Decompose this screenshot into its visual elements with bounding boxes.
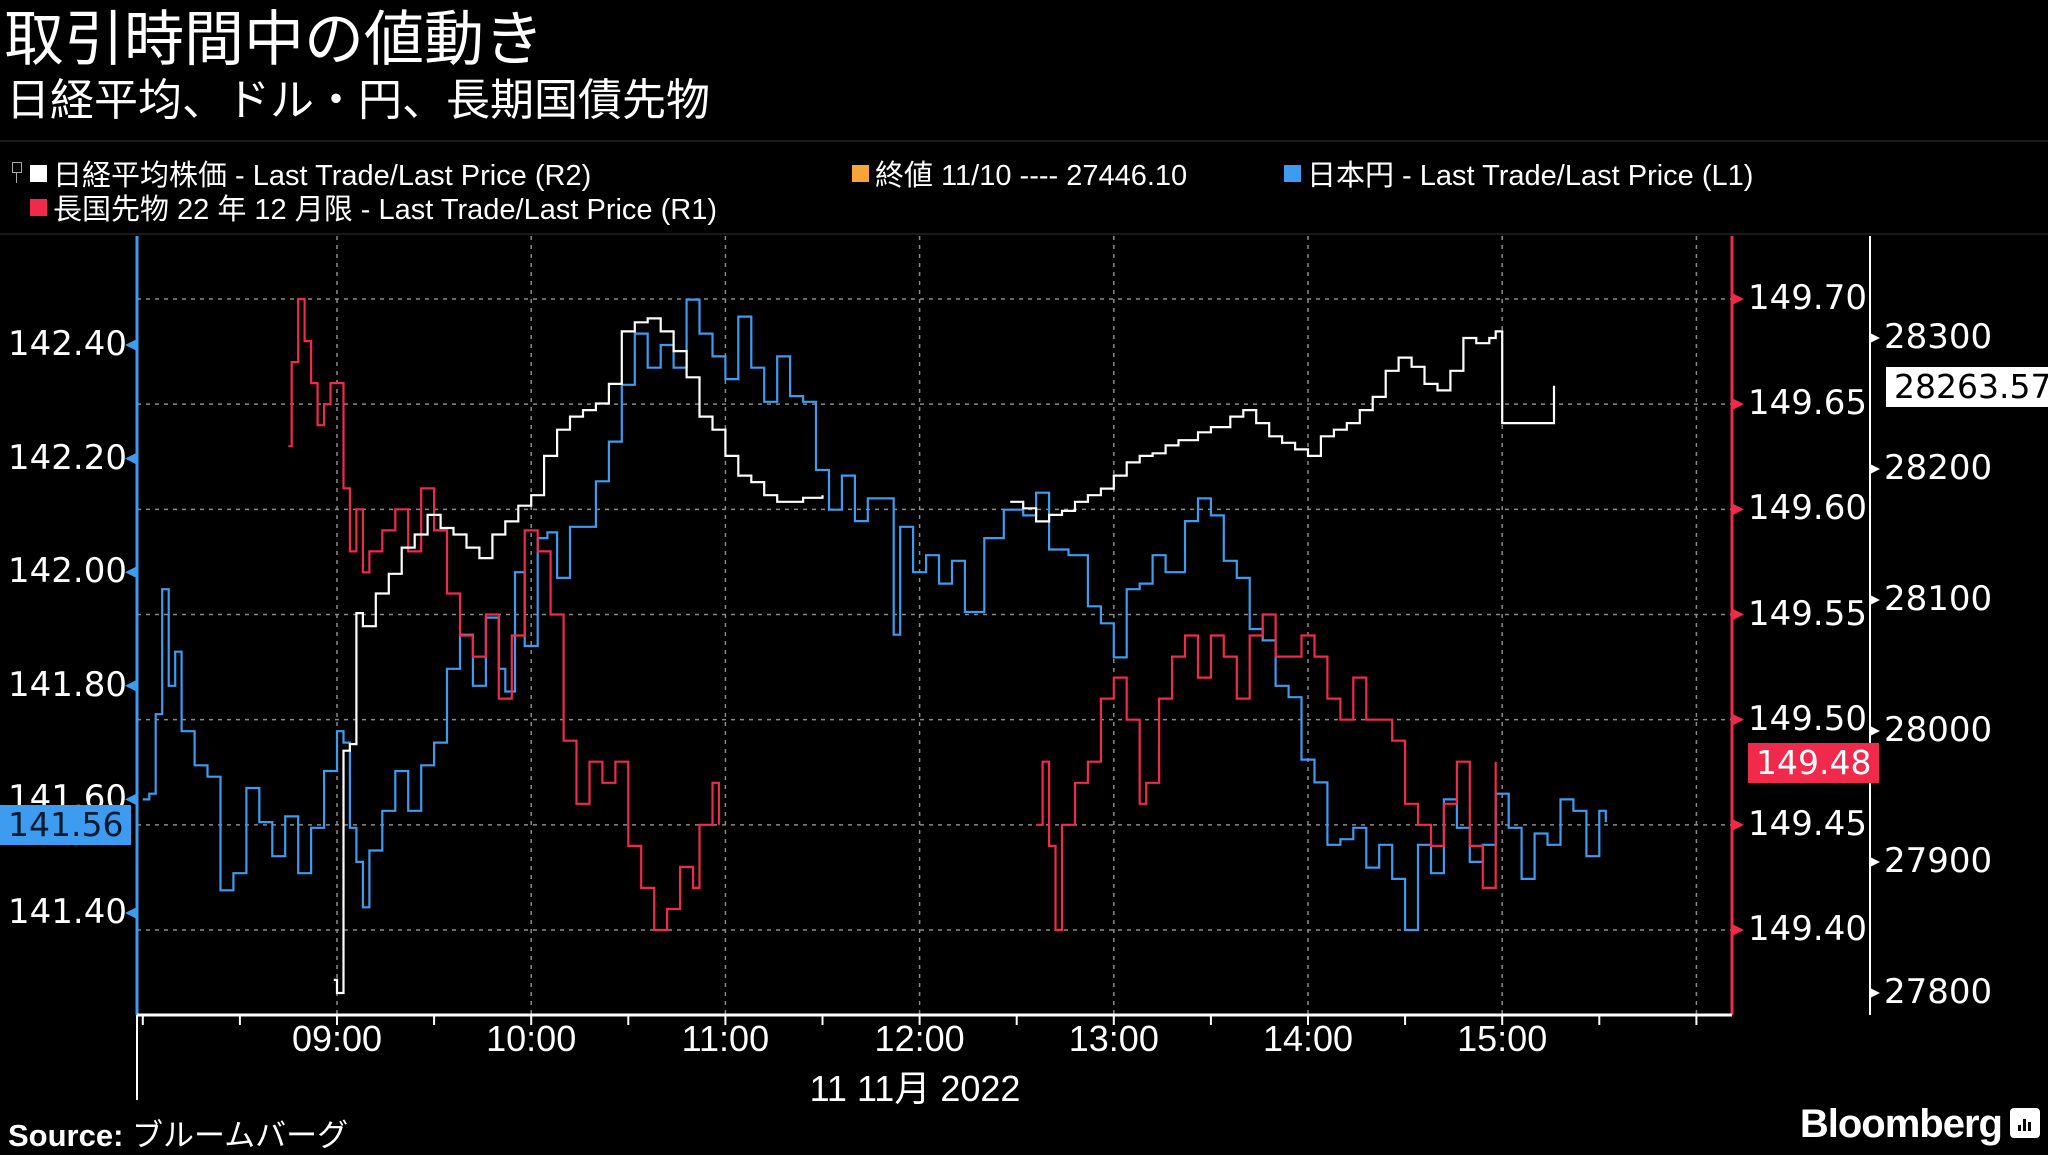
legend-swatch-red — [30, 198, 47, 216]
x-axis-date-label: 11 11月 2022 — [809, 1068, 1021, 1109]
legend: 日経平均株価 - Last Trade/Last Price (R2) 終値 1… — [0, 150, 2048, 230]
bloomberg-logo: Bloomberg — [1799, 1102, 2003, 1146]
y-tick-label-l1: 142.40 — [8, 324, 127, 364]
jgb-last-value-tag: 149.48 — [1748, 743, 1880, 783]
legend-item-usdjpy: 日本円 - Last Trade/Last Price (L1) — [1284, 152, 1753, 194]
y-tick-label-r1: 149.70 — [1748, 278, 1867, 318]
y-tick-label-r2: 27900 — [1884, 841, 1993, 881]
legend-item-prev-close: 終値 11/10 ---- 27446.10 — [852, 152, 1187, 194]
legend-swatch-blue — [1284, 164, 1301, 182]
x-tick-label: 15:00 — [1457, 1018, 1548, 1059]
source-value: ブルームバーグ — [132, 1118, 349, 1153]
x-tick-label: 13:00 — [1068, 1018, 1159, 1059]
x-tick-label: 10:00 — [486, 1018, 577, 1059]
y-tick-label-l1: 142.20 — [8, 437, 127, 478]
y-tick-label-r1: 149.50 — [1748, 698, 1867, 739]
y-tick-label-l1: 141.80 — [8, 664, 127, 705]
y-tick-label-r2: 27800 — [1884, 972, 1993, 1012]
y-tick-label-r2: 28100 — [1884, 579, 1993, 619]
chart-subtitle: 日経平均、ドル・円、長期国債先物 — [6, 75, 710, 126]
x-tick-label: 09:00 — [291, 1018, 383, 1059]
y-tick-label-l1: 142.00 — [8, 551, 127, 592]
nikkei-last-value-tag: 28263.57 — [1886, 367, 2048, 407]
y-tick-label-r1: 149.45 — [1748, 803, 1867, 844]
header-divider — [0, 140, 2048, 142]
source-label: Source: — [8, 1118, 124, 1153]
legend-swatch-white — [30, 164, 47, 182]
bloomberg-chart-icon — [2010, 1108, 2040, 1138]
legend-label: 日経平均株価 - Last Trade/Last Price (R2) — [53, 160, 592, 192]
chart-title: 取引時間中の値動き — [4, 5, 544, 75]
y-tick-label-l1: 141.40 — [8, 892, 127, 932]
y-tick-label-r1: 149.55 — [1748, 593, 1867, 634]
usdjpy-last-value-tag: 141.56 — [0, 805, 132, 845]
legend-label: 日本円 - Last Trade/Last Price (L1) — [1307, 160, 1754, 192]
x-tick-label: 11:00 — [681, 1018, 770, 1059]
legend-swatch-orange — [852, 164, 869, 182]
y-tick-label-r1: 149.40 — [1748, 909, 1867, 949]
y-tick-label-r2: 28200 — [1884, 448, 1993, 488]
y-tick-label-r1: 149.65 — [1748, 383, 1867, 424]
y-tick-label-r2: 28000 — [1884, 710, 1993, 750]
y-tick-label-r2: 28300 — [1884, 317, 1993, 357]
legend-divider — [0, 233, 2048, 235]
legend-item-jgb: 長国先物 22 年 12 月限 - Last Trade/Last Price … — [30, 186, 717, 228]
legend-item-nikkei: 日経平均株価 - Last Trade/Last Price (R2) — [30, 152, 591, 194]
x-tick-label: 14:00 — [1262, 1018, 1354, 1059]
legend-label: 終値 11/10 ---- 27446.10 — [875, 160, 1188, 192]
x-tick-label: 12:00 — [874, 1018, 965, 1059]
source-line: Source: ブルームバーグ — [8, 1110, 348, 1155]
pin-icon[interactable] — [12, 162, 22, 184]
y-tick-label-r1: 149.60 — [1748, 488, 1867, 529]
legend-label: 長国先物 22 年 12 月限 - Last Trade/Last Price … — [53, 194, 717, 226]
